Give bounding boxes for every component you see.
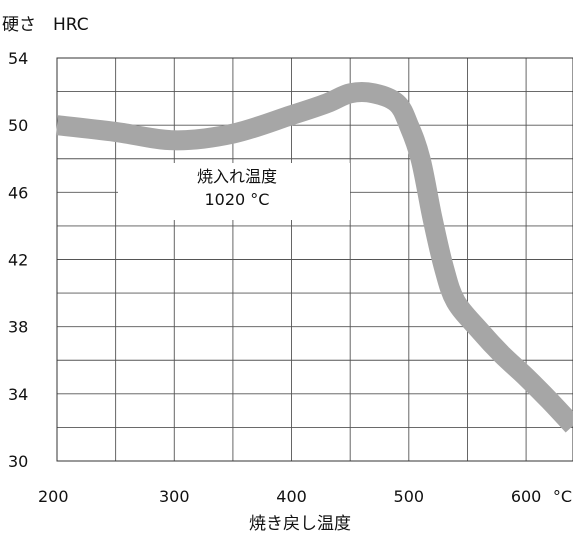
y-tick-label: 50 [8, 116, 28, 135]
y-tick-labels: 54 50 46 42 38 34 30 [8, 49, 28, 471]
x-tick-label: 500 [394, 487, 425, 506]
y-tick-label: 54 [8, 49, 28, 68]
y-tick-label: 34 [8, 385, 28, 404]
annotation-line2: 1020 °C [205, 190, 270, 209]
x-tick-label: 300 [159, 487, 190, 506]
annotation-line1: 焼入れ温度 [197, 167, 277, 186]
x-tick-label: 600 [511, 487, 542, 506]
annotation-box [118, 163, 350, 220]
y-tick-label: 42 [8, 251, 28, 270]
grid [57, 58, 573, 461]
y-axis-title: 硬さ HRC [2, 15, 89, 35]
y-tick-label: 30 [8, 452, 28, 471]
x-tick-labels: 200 300 400 500 600 [38, 487, 541, 506]
x-axis-unit: °C [553, 487, 572, 506]
annotation: 焼入れ温度 1020 °C [118, 163, 350, 220]
x-axis-title: 焼き戻し温度 [249, 514, 351, 534]
y-tick-label: 46 [8, 183, 28, 202]
series-line [55, 82, 573, 433]
y-tick-label: 38 [8, 318, 28, 337]
x-tick-label: 200 [38, 487, 69, 506]
plot-frame [56, 57, 573, 462]
x-tick-label: 400 [276, 487, 307, 506]
